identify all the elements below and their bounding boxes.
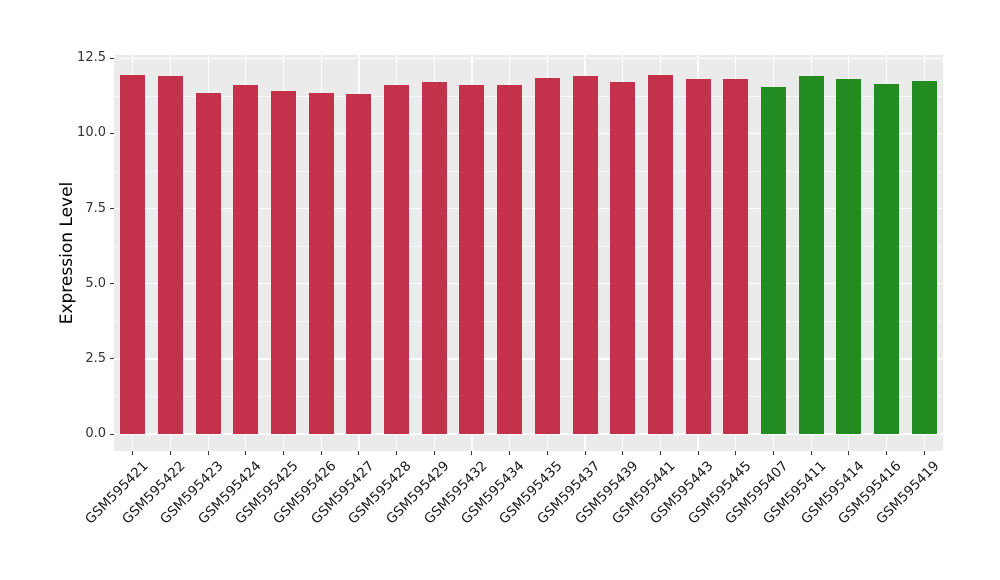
gridline-major (114, 433, 943, 435)
x-tick (546, 451, 548, 455)
x-tick (810, 451, 812, 455)
y-tick-label: 2.5 (85, 350, 106, 366)
x-tick (471, 451, 473, 455)
gridline-minor (114, 246, 943, 248)
x-tick (622, 451, 624, 455)
x-tick (697, 451, 699, 455)
y-tick (110, 132, 114, 134)
bar-GSM595422 (158, 76, 184, 434)
x-tick (772, 451, 774, 455)
y-tick (110, 433, 114, 435)
x-tick (584, 451, 586, 455)
gridline-major (114, 358, 943, 360)
gridline-minor (114, 171, 943, 172)
bar-GSM595414 (836, 79, 862, 434)
x-tick (735, 451, 737, 455)
gridline-major (114, 132, 943, 135)
bar-GSM595427 (346, 94, 372, 434)
x-tick (132, 451, 134, 455)
y-tick (110, 283, 114, 285)
x-tick (170, 451, 172, 455)
bar-GSM595445 (723, 79, 749, 434)
x-tick (509, 451, 511, 455)
gridline-major (114, 57, 943, 60)
gridline-major (114, 207, 943, 210)
x-tick (923, 451, 925, 455)
y-tick-label: 5.0 (85, 275, 106, 291)
bar-GSM595419 (911, 80, 937, 434)
x-tick (245, 451, 247, 455)
y-tick (110, 208, 114, 210)
x-tick (433, 451, 435, 455)
gridline-major (114, 282, 943, 285)
bar-GSM595443 (685, 79, 711, 434)
bar-GSM595425 (271, 91, 297, 434)
bar-GSM595441 (647, 74, 673, 434)
y-tick-label: 10.0 (77, 125, 106, 141)
gridline-minor (114, 321, 943, 323)
x-tick (358, 451, 360, 455)
plot-panel (114, 55, 943, 451)
bar-GSM595435 (534, 77, 560, 434)
bar-GSM595429 (421, 82, 447, 434)
bar-GSM595432 (459, 85, 485, 434)
x-tick (659, 451, 661, 455)
bar-GSM595434 (497, 85, 523, 434)
x-tick (320, 451, 322, 455)
bar-GSM595426 (308, 92, 334, 434)
y-tick-label: 0.0 (85, 426, 106, 441)
bar-GSM595423 (195, 92, 221, 434)
bar-GSM595424 (233, 85, 259, 434)
x-tick (207, 451, 209, 455)
y-tick (110, 57, 114, 59)
bar-GSM595439 (610, 82, 636, 434)
x-tick (283, 451, 285, 455)
bar-GSM595411 (798, 76, 824, 434)
bar-GSM595421 (120, 74, 146, 434)
y-tick-label: 7.5 (85, 200, 106, 216)
gridline-minor (114, 396, 943, 398)
bar-GSM595407 (760, 86, 786, 434)
bar-GSM595428 (384, 85, 410, 434)
bar-GSM595437 (572, 76, 598, 434)
gridline-minor (114, 95, 943, 97)
y-tick (110, 358, 114, 360)
bar-GSM595416 (873, 83, 899, 434)
x-tick (885, 451, 887, 455)
y-tick-label: 12.5 (77, 50, 106, 66)
x-tick (396, 451, 398, 455)
x-tick (848, 451, 850, 455)
